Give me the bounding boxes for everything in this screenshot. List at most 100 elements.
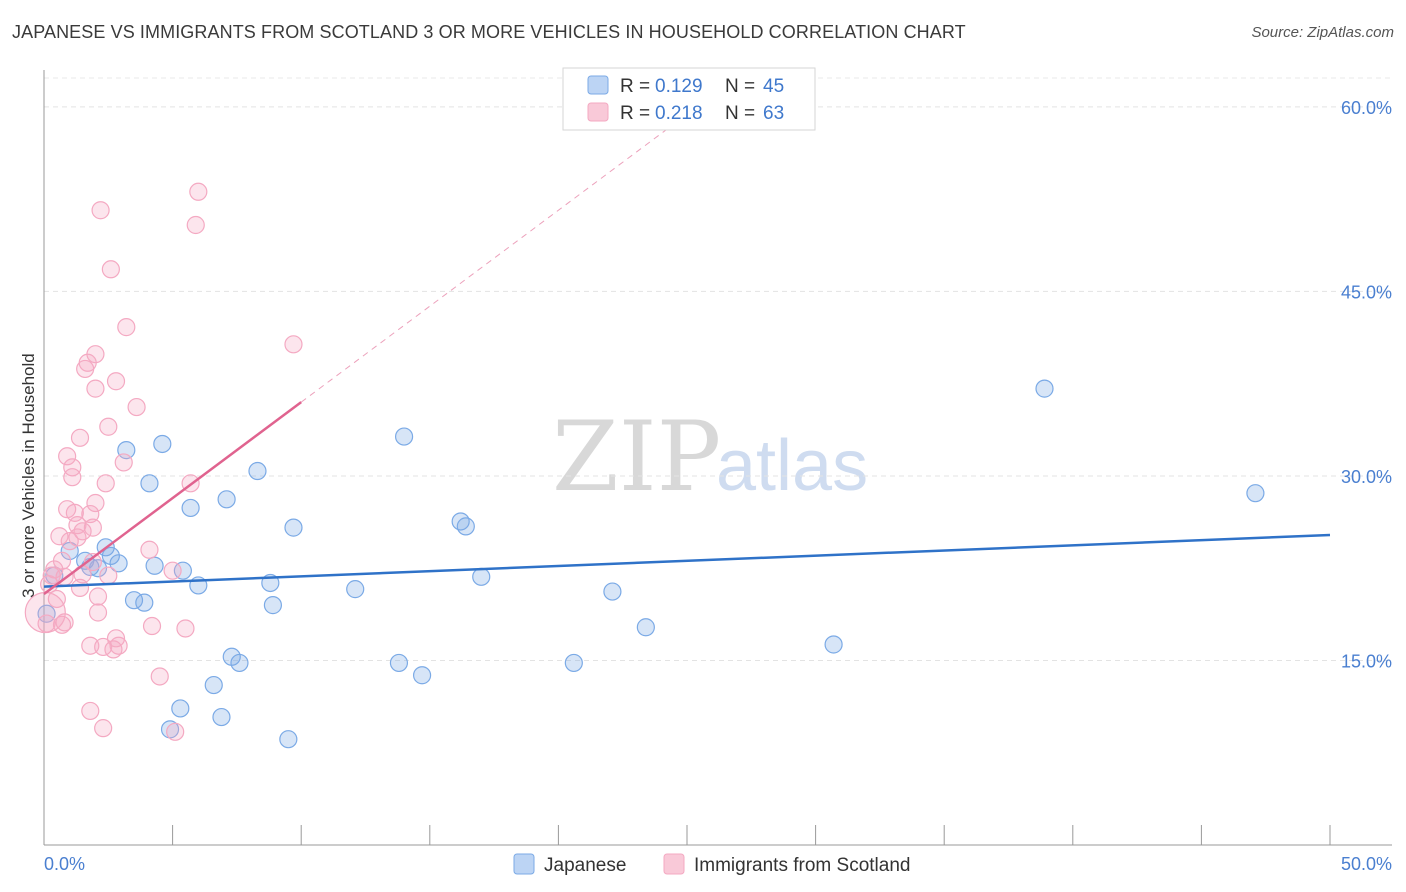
point-japanese-39 (636, 618, 655, 637)
point-scotland-29 (86, 345, 105, 364)
point-scotland-20 (73, 522, 92, 541)
point-japanese-38 (603, 582, 622, 601)
trend-lines (43, 75, 1331, 596)
legend-bottom-label-scotland: Immigrants from Scotland (694, 855, 910, 876)
point-japanese-37 (564, 653, 583, 673)
point-scotland-13 (63, 458, 82, 477)
point-japanese-18 (181, 498, 200, 518)
legend-swatch-japanese (587, 75, 609, 95)
point-scotland-large (24, 591, 66, 634)
point-scotland-11 (58, 447, 77, 466)
trend-line-scotland (43, 401, 302, 596)
point-scotland-25 (81, 636, 100, 655)
watermark-zip: ZIP (552, 401, 721, 513)
point-scotland-46 (117, 318, 136, 337)
point-scotland-53 (176, 619, 195, 638)
x-tick-labels: 0.0% 50.0% (44, 854, 1392, 874)
point-scotland-51 (163, 561, 182, 580)
point-scotland-44 (109, 636, 128, 655)
legend-n-label-scotland: N = (725, 103, 755, 124)
legend-bottom-swatch-japanese (513, 853, 535, 875)
point-japanese-0 (37, 604, 56, 623)
point-japanese-16 (171, 699, 190, 718)
point-japanese-40 (824, 635, 843, 654)
y-tick-label-60: 60.0% (1341, 98, 1392, 118)
point-scotland-55 (186, 215, 205, 235)
point-japanese-12 (140, 474, 159, 493)
point-scotland-43 (106, 372, 126, 391)
chart-title: JAPANESE VS IMMIGRANTS FROM SCOTLAND 3 O… (12, 22, 966, 42)
point-scotland-57 (284, 335, 303, 354)
point-japanese-14 (153, 434, 172, 454)
legend-bottom-label-japanese: Japanese (544, 855, 626, 876)
legend-r-label-japanese: R = (620, 76, 650, 97)
point-scotland-48 (140, 540, 159, 559)
x-tick-label-min: 0.0% (44, 854, 85, 874)
point-scotland-56 (189, 182, 208, 201)
point-scotland-45 (114, 453, 133, 472)
source-label: Source: ZipAtlas.com (1251, 24, 1394, 41)
watermark-atlas: atlas (716, 426, 868, 506)
point-scotland-42 (106, 629, 126, 648)
point-japanese-30 (346, 580, 365, 599)
point-japanese-21 (212, 707, 231, 727)
point-scotland-50 (150, 667, 169, 686)
point-japanese-7 (101, 546, 120, 566)
y-tick-labels: 15.0% 30.0% 45.0% 60.0% (1341, 98, 1392, 672)
point-japanese-17 (173, 561, 192, 580)
series-scotland-points (24, 182, 303, 741)
y-tick-label-45: 45.0% (1341, 282, 1392, 302)
grid-lines (44, 77, 1392, 661)
point-scotland-14 (63, 468, 82, 487)
legend-n-value-japanese: 45 (763, 76, 784, 97)
point-scotland-28 (83, 552, 102, 572)
point-scotland-30 (86, 493, 105, 513)
point-scotland-39 (99, 566, 118, 585)
point-japanese-41 (1035, 379, 1054, 398)
point-japanese-22 (217, 490, 236, 509)
legend-n-value-scotland: 63 (763, 103, 784, 124)
point-japanese-27 (263, 596, 283, 615)
point-scotland-18 (70, 428, 90, 447)
point-japanese-2 (60, 541, 79, 561)
legend-r-label-scotland: R = (620, 103, 650, 124)
point-scotland-26 (81, 701, 100, 721)
point-scotland-27 (83, 518, 102, 537)
y-tick-label-15: 15.0% (1341, 651, 1392, 671)
point-japanese-35 (456, 517, 475, 536)
trend-line-japanese (43, 533, 1331, 588)
point-japanese-20 (204, 675, 223, 695)
point-scotland-36 (94, 719, 113, 738)
point-scotland-6 (52, 551, 72, 570)
legend-r-value-scotland: 0.218 (655, 103, 703, 124)
point-scotland-19 (70, 578, 90, 597)
point-japanese-13 (145, 556, 164, 575)
point-japanese-29 (284, 518, 303, 537)
legend-bottom-swatch-scotland (663, 853, 685, 875)
legend-bottom: Japanese Immigrants from Scotland (513, 853, 910, 876)
point-scotland-37 (96, 474, 115, 493)
point-scotland-49 (142, 616, 162, 636)
point-japanese-31 (389, 653, 409, 673)
point-japanese-8 (109, 554, 128, 573)
legend-swatch-scotland (587, 102, 609, 122)
point-scotland-34 (91, 201, 110, 220)
point-scotland-33 (88, 587, 108, 606)
point-scotland-40 (101, 260, 120, 279)
point-japanese-28 (279, 730, 298, 749)
point-scotland-32 (88, 603, 108, 622)
point-japanese-24 (230, 653, 249, 673)
point-scotland-9 (55, 613, 74, 632)
point-scotland-31 (86, 379, 105, 398)
point-japanese-42 (1246, 484, 1265, 503)
point-japanese-36 (472, 567, 491, 586)
axes (43, 70, 1392, 846)
point-scotland-24 (81, 504, 100, 524)
point-scotland-7 (52, 615, 72, 634)
point-scotland-5 (50, 527, 69, 546)
point-japanese-25 (248, 461, 267, 481)
legend-r-value-japanese: 0.129 (655, 76, 703, 97)
point-scotland-47 (127, 397, 146, 417)
legend-n-label-japanese: N = (725, 76, 755, 97)
